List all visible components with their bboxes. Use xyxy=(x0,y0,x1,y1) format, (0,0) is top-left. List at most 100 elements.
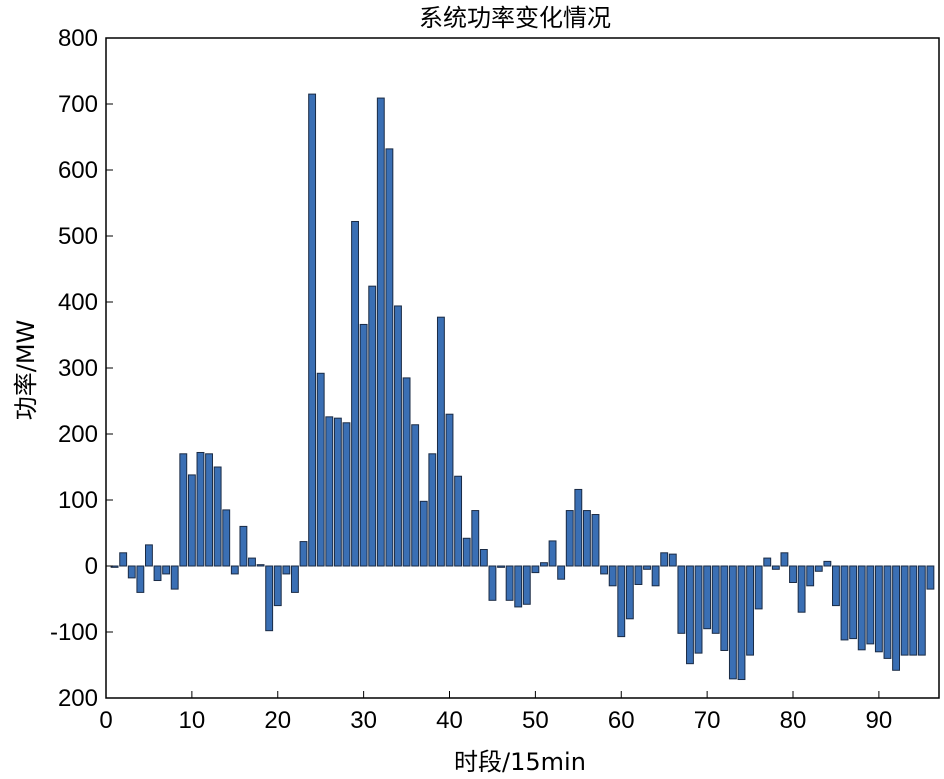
bar-36 xyxy=(411,424,420,567)
y-axis-title: 功率/MW xyxy=(12,320,40,421)
bar-26 xyxy=(325,416,334,567)
bar-54 xyxy=(565,510,574,567)
y-tick-label: 800 xyxy=(58,25,98,52)
bar-89 xyxy=(866,565,875,645)
bar-76 xyxy=(754,565,763,610)
bar-9 xyxy=(179,453,188,567)
bar-66 xyxy=(668,553,677,567)
bar-29 xyxy=(351,220,359,567)
bar-37 xyxy=(419,500,428,567)
bar-28 xyxy=(342,422,351,567)
x-tick-label: 40 xyxy=(436,707,463,734)
bar-45 xyxy=(488,565,497,601)
bar-73 xyxy=(728,565,737,680)
bar-4 xyxy=(136,565,145,593)
bar-10 xyxy=(187,474,196,567)
bar-59 xyxy=(608,565,617,587)
bar-6 xyxy=(153,565,162,582)
bar-83 xyxy=(814,565,823,572)
bar-56 xyxy=(582,510,591,567)
bar-67 xyxy=(677,565,686,634)
bar-64 xyxy=(651,565,660,587)
bar-27 xyxy=(333,417,342,567)
bar-62 xyxy=(634,565,643,585)
bar-33 xyxy=(385,148,394,567)
bar-90 xyxy=(874,565,883,653)
x-tick-label: 10 xyxy=(179,707,206,734)
bar-39 xyxy=(436,316,445,567)
bar-65 xyxy=(660,552,669,567)
bar-30 xyxy=(359,323,368,567)
y-tick-label: 100 xyxy=(58,487,98,514)
bar-14 xyxy=(222,509,231,567)
bar-60 xyxy=(617,565,626,638)
bar-57 xyxy=(591,514,600,567)
x-tick-label: 90 xyxy=(866,707,893,734)
chart-title: 系统功率变化情况 xyxy=(419,4,611,32)
bar-69 xyxy=(694,565,703,654)
bar-41 xyxy=(454,475,463,567)
bar-19 xyxy=(265,565,274,632)
bar-40 xyxy=(445,413,454,567)
x-tick-label: 50 xyxy=(522,707,549,734)
bar-49 xyxy=(522,565,531,605)
bar-35 xyxy=(402,377,411,567)
y-tick-label: 0 xyxy=(85,553,98,580)
y-tick-label: 200 xyxy=(58,421,98,448)
bar-84 xyxy=(823,560,832,567)
bar-93 xyxy=(900,565,909,656)
bar-20 xyxy=(273,565,282,607)
bar-22 xyxy=(290,565,299,593)
bar-72 xyxy=(720,565,729,651)
y-axis-ticks: 200 -100 0 100 200 300 400 500 600 700 800 xyxy=(50,25,113,712)
bar-91 xyxy=(883,565,892,659)
bar-24 xyxy=(308,93,317,567)
bar-77 xyxy=(763,557,772,567)
bar-25 xyxy=(316,372,325,567)
bar-95 xyxy=(917,565,926,656)
y-tick-label: 700 xyxy=(58,91,98,118)
bar-1 xyxy=(110,565,119,568)
x-tick-label: 20 xyxy=(264,707,291,734)
bar-71 xyxy=(711,565,720,634)
bar-46 xyxy=(497,565,505,568)
bar-5 xyxy=(145,544,153,567)
y-tick-label: 300 xyxy=(58,355,98,382)
bar-16 xyxy=(239,525,248,567)
bar-31 xyxy=(368,285,377,567)
bar-38 xyxy=(428,453,437,567)
bar-61 xyxy=(625,565,634,620)
bar-48 xyxy=(514,565,523,608)
bar-12 xyxy=(205,453,213,567)
x-tick-label: 60 xyxy=(608,707,635,734)
bar-68 xyxy=(686,565,694,665)
x-tick-label: 30 xyxy=(350,707,377,734)
bar-74 xyxy=(737,565,746,681)
bar-53 xyxy=(557,565,566,580)
bar-63 xyxy=(643,565,651,570)
bar-44 xyxy=(479,549,488,567)
bar-78 xyxy=(771,565,780,570)
bars xyxy=(110,93,935,681)
x-tick-label: 70 xyxy=(694,707,721,734)
bar-96 xyxy=(926,565,935,590)
bar-75 xyxy=(746,565,755,656)
bar-11 xyxy=(196,451,205,567)
bar-2 xyxy=(119,552,128,567)
bar-94 xyxy=(909,565,918,656)
bar-55 xyxy=(574,488,583,567)
y-tick-label: -100 xyxy=(50,619,98,646)
bar-32 xyxy=(376,97,385,567)
plot-frame xyxy=(105,37,940,699)
y-tick-label: 400 xyxy=(58,289,98,316)
y-tick-label: 200 xyxy=(58,685,98,712)
y-tick-label: 500 xyxy=(58,223,98,250)
bar-80 xyxy=(789,565,797,583)
x-tick-label: 0 xyxy=(99,707,112,734)
bar-47 xyxy=(505,565,514,601)
bar-88 xyxy=(857,565,866,651)
bar-81 xyxy=(797,565,806,613)
y-tick-label: 600 xyxy=(58,157,98,184)
bar-8 xyxy=(170,565,179,590)
